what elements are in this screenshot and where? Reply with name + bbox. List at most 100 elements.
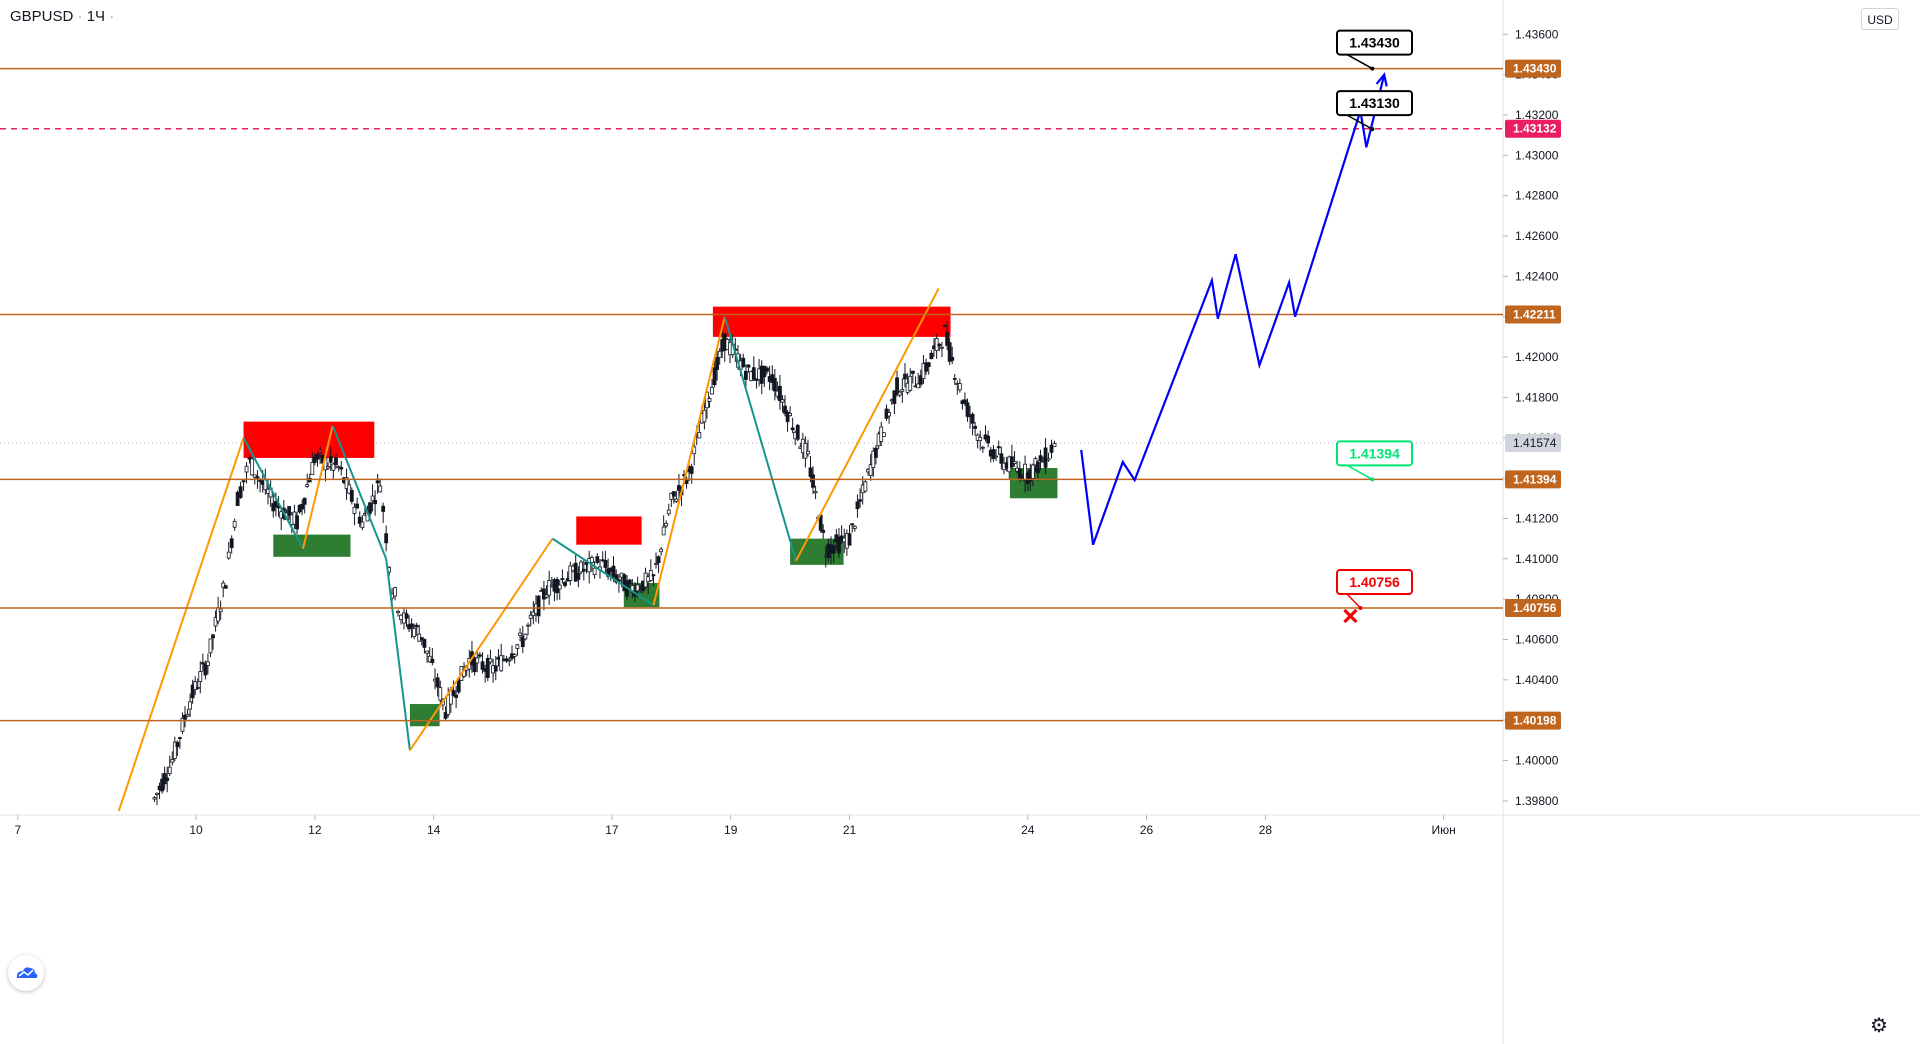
candle-body xyxy=(707,398,712,402)
y-tick-label: 1.41000 xyxy=(1515,552,1559,566)
candle-body xyxy=(312,456,317,463)
candle-body xyxy=(188,701,193,710)
currency-button[interactable]: USD xyxy=(1861,8,1899,30)
candle-body xyxy=(1012,461,1017,464)
interval-label[interactable]: 1Ч xyxy=(86,8,106,25)
candle-body xyxy=(778,385,782,402)
symbol-header[interactable]: GBPUSD · 1Ч · xyxy=(10,8,114,25)
y-tick-label: 1.42600 xyxy=(1515,229,1559,243)
candle-body xyxy=(454,694,459,698)
x-tick-label: Июн xyxy=(1431,823,1455,837)
candle-body xyxy=(334,457,338,466)
candle-body xyxy=(370,495,375,502)
candle-body xyxy=(180,717,185,732)
candle-body xyxy=(999,453,1004,464)
candle-body xyxy=(355,503,360,509)
candle-body xyxy=(950,356,955,361)
candle-body xyxy=(702,409,707,423)
candle-body xyxy=(790,427,795,431)
candle-body xyxy=(970,413,975,424)
gear-icon[interactable]: ⚙ xyxy=(1870,1015,1888,1037)
candle-body xyxy=(160,778,164,792)
price-level-tag xyxy=(1505,59,1561,78)
candle-body xyxy=(477,654,482,657)
price-level-tag-label: 1.41394 xyxy=(1513,472,1557,486)
y-tick-label: 1.42400 xyxy=(1515,269,1559,283)
candle-body xyxy=(963,399,967,404)
candle-body xyxy=(375,480,380,484)
candle-body xyxy=(659,548,664,553)
candle-body xyxy=(518,632,522,636)
candle-body xyxy=(772,377,777,392)
candle-body xyxy=(475,657,480,664)
callout-box xyxy=(1336,569,1413,596)
y-tick-label: 1.42800 xyxy=(1515,189,1559,203)
candle-body xyxy=(965,402,970,417)
candle-body xyxy=(499,655,504,672)
candle-body xyxy=(1023,463,1028,481)
candle-body xyxy=(155,792,159,795)
candle-body xyxy=(654,563,658,565)
candle-body xyxy=(986,435,991,444)
zigzag-segment xyxy=(242,437,304,550)
candle-body xyxy=(813,491,818,494)
candle-body xyxy=(493,665,498,672)
callout-anchor-dot xyxy=(1370,66,1375,71)
price-level-tag xyxy=(1505,470,1561,489)
candle-body xyxy=(419,637,424,641)
candle-body xyxy=(918,375,923,385)
candle-body xyxy=(331,463,336,471)
candle-body xyxy=(795,424,800,440)
candle-body xyxy=(302,497,307,505)
callout-label: 1.41394 xyxy=(1349,445,1400,461)
candle-body xyxy=(710,386,714,395)
candle-body xyxy=(895,377,899,395)
candle-body xyxy=(399,614,403,620)
stop-cross-icon xyxy=(1343,608,1358,624)
candle-body xyxy=(940,346,944,349)
tradingview-cloud-logo-icon[interactable] xyxy=(8,955,44,991)
candle-body xyxy=(661,526,666,536)
candle-body xyxy=(443,712,448,719)
candle-body xyxy=(305,484,310,487)
callout-pointer xyxy=(1346,593,1361,609)
candle-body xyxy=(560,578,565,580)
candle-body xyxy=(344,477,349,490)
candle-body xyxy=(310,462,315,476)
candle-body xyxy=(523,633,528,640)
candle-body xyxy=(1038,455,1043,462)
candle-body xyxy=(929,352,934,360)
candle-body xyxy=(203,663,208,676)
candle-body xyxy=(368,502,372,514)
candle-body xyxy=(1052,442,1057,448)
candle-body xyxy=(945,331,950,346)
y-tick-label: 1.41800 xyxy=(1515,390,1559,404)
candle-body xyxy=(563,581,567,587)
candle-body xyxy=(942,325,947,328)
candle-body xyxy=(328,455,333,463)
candle-body xyxy=(664,522,669,527)
candle-body xyxy=(689,466,694,474)
zigzag-segment xyxy=(302,425,334,549)
y-tick-label: 1.43600 xyxy=(1515,27,1559,41)
candle-body xyxy=(852,525,857,529)
price-level-tag-label: 1.43430 xyxy=(1513,62,1557,76)
candle-body xyxy=(717,350,722,358)
supply-zone xyxy=(712,306,951,337)
symbol-name[interactable]: GBPUSD xyxy=(10,8,74,25)
candle-body xyxy=(892,390,897,404)
candle-body xyxy=(557,584,562,590)
candle-body xyxy=(635,584,640,592)
price-level-tag-label: 1.40756 xyxy=(1513,601,1557,615)
candle-body xyxy=(858,499,862,502)
candle-body xyxy=(568,565,573,581)
y-tick-label: 1.42000 xyxy=(1515,350,1559,364)
candle-body xyxy=(576,572,581,580)
candle-body xyxy=(811,474,815,488)
x-tick-label: 21 xyxy=(843,823,857,837)
candle-body xyxy=(908,375,913,391)
candle-body xyxy=(868,464,873,477)
candle-body xyxy=(430,658,435,664)
